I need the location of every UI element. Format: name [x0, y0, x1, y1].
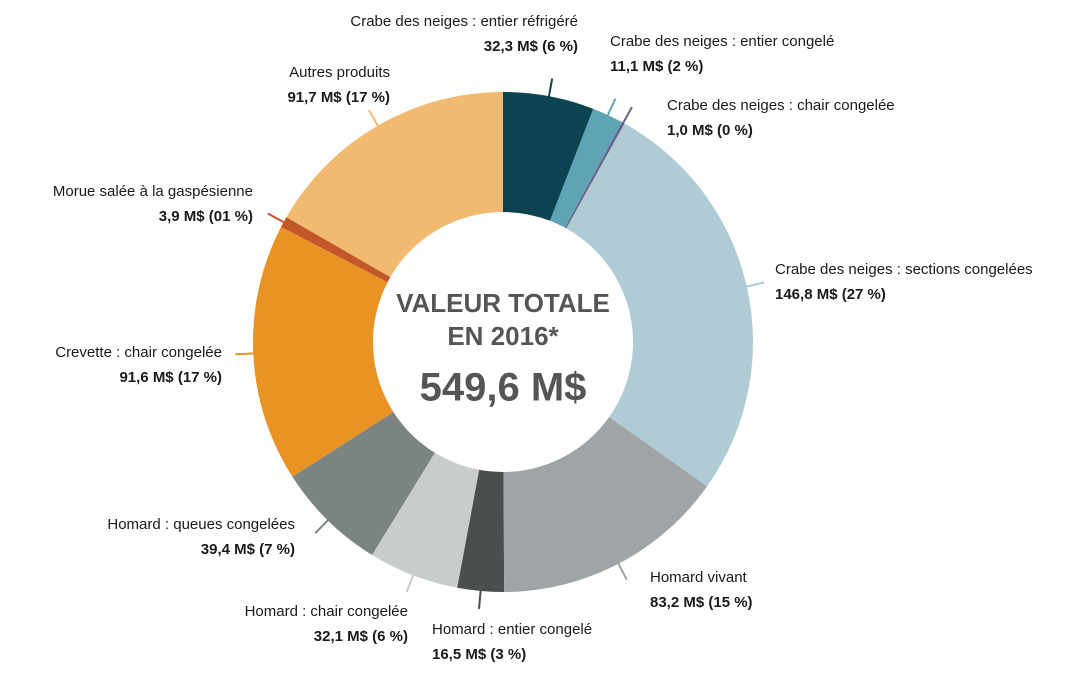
- slice-label: Crabe des neiges : chair congelée: [667, 97, 895, 114]
- slice-label: Crabe des neiges : sections congelées: [775, 261, 1033, 278]
- slice-value: 39,4 M$ (7 %): [201, 541, 295, 558]
- donut-slice: [549, 108, 623, 228]
- donut-slice: [566, 123, 753, 487]
- center-total: 549,6 M$: [420, 366, 587, 410]
- slice-value: 3,9 M$ (01 %): [159, 208, 253, 225]
- donut-slice: [281, 217, 391, 283]
- donut-slice: [286, 92, 503, 278]
- slice-label: Homard : queues congelées: [107, 516, 295, 533]
- slice-value: 146,8 M$ (27 %): [775, 286, 886, 303]
- slice-label: Homard vivant: [650, 569, 748, 586]
- slice-label: Crevette : chair congelée: [55, 344, 222, 361]
- slice-value: 32,1 M$ (6 %): [314, 628, 408, 645]
- slice-label: Morue salée à la gaspésienne: [53, 183, 253, 200]
- donut-slice: [372, 452, 480, 588]
- donut-slice: [292, 412, 435, 555]
- slice-label: Homard : entier congelé: [432, 621, 592, 638]
- slice-value: 83,2 M$ (15 %): [650, 594, 753, 611]
- slice-label: Crabe des neiges : entier congelé: [610, 33, 834, 50]
- donut-slice: [253, 227, 394, 477]
- slice-value: 1,0 M$ (0 %): [667, 122, 753, 139]
- center-subtitle: EN 2016*: [447, 321, 559, 351]
- donut-slice: [503, 92, 594, 221]
- slice-label: Crabe des neiges : entier réfrigéré: [350, 13, 578, 30]
- center-title: VALEUR TOTALE: [396, 288, 610, 318]
- slice-value: 32,3 M$ (6 %): [484, 38, 578, 55]
- slice-label: Homard : chair congelée: [245, 603, 408, 620]
- slice-value: 91,6 M$ (17 %): [119, 369, 222, 386]
- slice-value: 16,5 M$ (3 %): [432, 646, 526, 663]
- slice-label: Autres produits: [289, 64, 390, 81]
- donut-slice: [457, 469, 505, 592]
- donut-slice: [503, 417, 708, 592]
- slice-value: 11,1 M$ (2 %): [610, 58, 703, 75]
- donut-slice: [564, 122, 625, 229]
- slice-value: 91,7 M$ (17 %): [287, 89, 390, 106]
